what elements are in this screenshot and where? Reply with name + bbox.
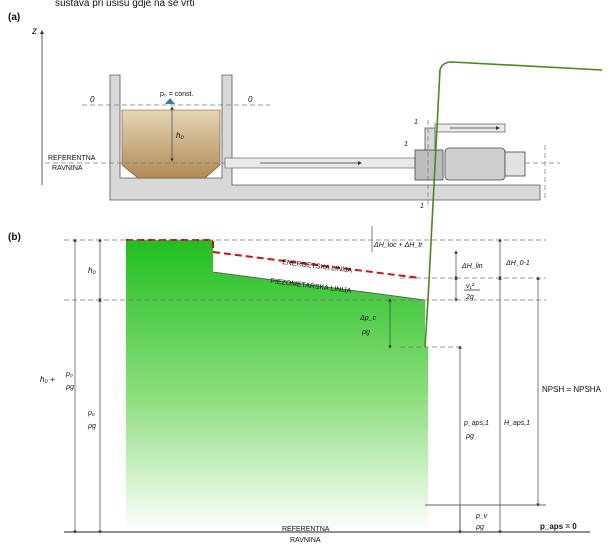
rho-g-left: ρg: [65, 384, 74, 391]
h-aps1-label: H_aps,1: [504, 420, 530, 427]
piezometric-line: [212, 271, 426, 301]
rho-g-pv: ρg: [475, 524, 484, 531]
pv-label: p_v: [475, 513, 488, 520]
p-aps1-label: p_aps,1: [463, 420, 489, 427]
dh-lin-label: ΔH_lin: [461, 263, 483, 270]
pump-motor: [444, 147, 506, 181]
water-surface-icon: [165, 98, 175, 104]
pump-label: 1: [404, 141, 408, 148]
rho-g-mid: ρg: [87, 423, 96, 430]
dh-loss-label: ΔH_loc + ΔH_tr: [373, 242, 423, 249]
v1-label: v₁²: [466, 283, 475, 290]
discharge-stub: [424, 127, 436, 151]
energy-line-label: ENERGETSKA LINIJA: [282, 259, 353, 275]
panel-a: (a) z 0 0 p₀ = const. h₀ REFERENTNA RAVN…: [8, 12, 560, 210]
motor-end: [504, 151, 526, 177]
pressure-label: p₀ = const.: [160, 91, 194, 98]
pump-casing: [414, 149, 444, 181]
energy-line: [126, 239, 421, 279]
pa-num-left: p₀: [65, 371, 73, 378]
p-aps0-label: p_aps = 0: [540, 522, 577, 531]
panel-b-label: (b): [8, 232, 21, 243]
two-g-label: 2g: [465, 294, 474, 301]
h0-plus-label: h₀ +: [40, 375, 55, 384]
ref-label-a1: REFERENTNA: [48, 155, 96, 162]
pa-num-mid: p₀: [87, 410, 95, 417]
discharge-head-line: [424, 61, 603, 348]
rho-g-aps1: ρg: [465, 433, 474, 440]
z-axis-label: z: [31, 26, 37, 37]
pump-label-top: 1: [414, 119, 418, 126]
panel-a-label: (a): [8, 12, 20, 23]
zero-label-right: 0: [248, 95, 253, 104]
tank-liquid: [121, 109, 221, 179]
dp-label: Δp_c: [359, 315, 376, 322]
h0-label-b: h₀: [88, 266, 96, 275]
panel-b: (b) ENERGETSKA LINIJA PIEZOMETARSKA LINI…: [8, 226, 602, 544]
top-text: sustava pri usisu gdje na se vrti: [55, 0, 195, 9]
npsh-label: NPSH = NPSHA: [542, 385, 602, 394]
dh-01-label: ΔH_0-1: [505, 260, 530, 267]
ref-label-a2: RAVNINA: [52, 165, 83, 172]
concrete-structure: [109, 74, 541, 201]
rho-g-dp: ρg: [361, 329, 370, 336]
pump-label-bottom: 1: [420, 203, 424, 210]
zero-label-left: 0: [90, 95, 95, 104]
h0-label-a: h₀: [176, 131, 184, 140]
ref-label-b1: REFERENTNA: [282, 526, 330, 533]
head-fill-region: [126, 240, 428, 532]
ref-label-b2: RAVNINA: [290, 537, 321, 544]
